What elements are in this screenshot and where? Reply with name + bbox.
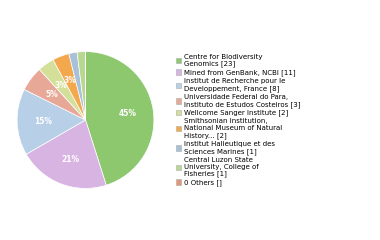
Text: 21%: 21% bbox=[61, 155, 79, 164]
Wedge shape bbox=[77, 52, 86, 120]
Text: 3%: 3% bbox=[55, 81, 67, 90]
Legend: Centre for Biodiversity
Genomics [23], Mined from GenBank, NCBI [11], Institut d: Centre for Biodiversity Genomics [23], M… bbox=[174, 52, 302, 188]
Text: 15%: 15% bbox=[34, 117, 52, 126]
Wedge shape bbox=[24, 69, 86, 120]
Wedge shape bbox=[26, 120, 106, 188]
Wedge shape bbox=[86, 52, 154, 185]
Text: 45%: 45% bbox=[119, 109, 136, 118]
Text: 3%: 3% bbox=[64, 76, 77, 85]
Wedge shape bbox=[40, 60, 86, 120]
Wedge shape bbox=[17, 90, 85, 154]
Wedge shape bbox=[69, 52, 86, 120]
Text: 5%: 5% bbox=[45, 90, 58, 99]
Wedge shape bbox=[53, 54, 86, 120]
